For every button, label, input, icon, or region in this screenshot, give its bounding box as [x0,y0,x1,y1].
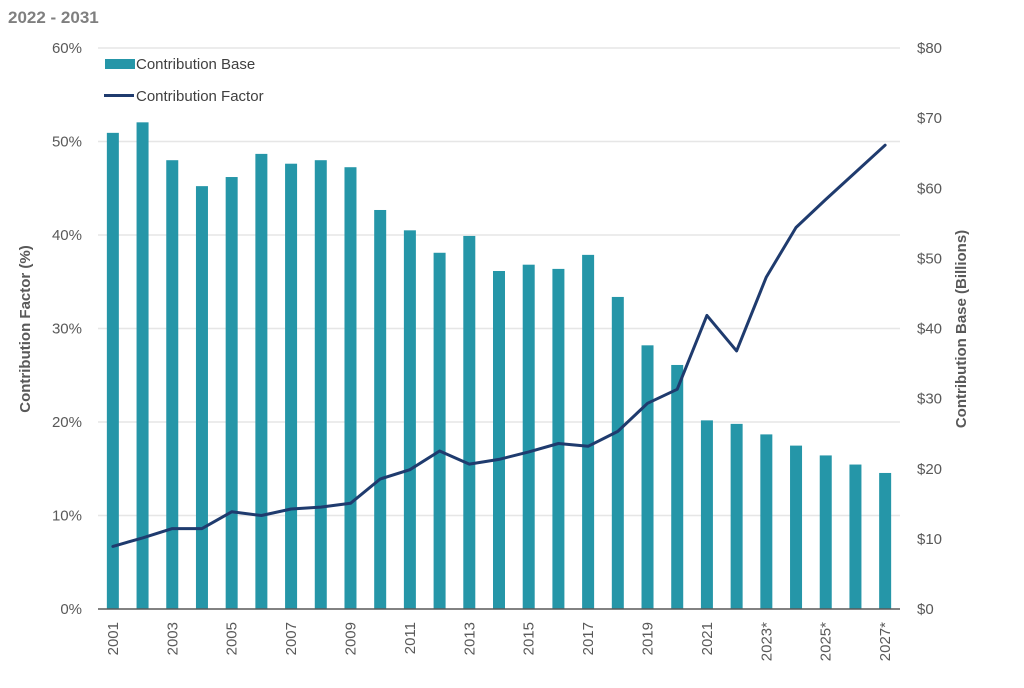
right-tick-label: $0 [917,601,934,618]
bar-2003 [166,160,179,609]
x-tick-label: 2009 [342,622,359,655]
line-series-contribution-factor [111,143,887,548]
x-tick-label: 2001 [105,622,122,655]
bar-2019 [641,345,654,609]
x-tick-label: 2019 [640,622,657,655]
left-tick-label: 30% [52,321,82,338]
bar-2023* [760,434,773,609]
bar-2014 [493,270,505,609]
right-tick-label: $50 [917,250,942,267]
bar-2004 [195,186,208,610]
bar-2017 [582,254,595,609]
left-tick-label: 20% [52,414,82,431]
bar-2025* [819,455,832,609]
bar-2016 [552,268,565,609]
bar-series-contribution-base [106,122,892,610]
left-tick-label: 60% [52,40,82,57]
left-tick-label: 10% [52,508,82,525]
bar-2015 [522,264,535,609]
right-tick-label: $10 [917,531,942,548]
chart-subtitle: 2022 - 2031 [8,8,99,27]
left-tick-label: 50% [52,134,82,151]
bar-2018 [611,296,624,609]
bar-2022 [730,423,743,609]
x-tick-label: 2025* [818,622,835,661]
right-tick-label: $20 [917,461,942,478]
legend-item-contribution-base: Contribution Base [105,56,255,73]
x-tick-label: 2003 [164,622,181,655]
bar-2013 [463,235,476,609]
right-tick-label: $40 [917,321,942,338]
x-tick-label: 2021 [699,622,716,655]
right-tick-label: $80 [917,40,942,57]
left-axis-ticks: 0% 10% 20% 30% 40% 50% 60% [52,40,82,618]
x-tick-label: 2027* [877,622,894,661]
bar-2012 [433,252,446,609]
bar-2010 [374,209,387,609]
x-tick-label: 2015 [521,622,538,655]
legend-label: Contribution Factor [136,88,264,105]
right-tick-label: $70 [917,110,942,127]
bar-2006 [255,153,268,610]
bar-2026 [849,464,862,609]
left-axis-title: Contribution Factor (%) [17,245,34,412]
x-tick-label: 2023* [758,622,775,661]
x-axis-ticks: 2001 2003 2005 2007 2009 2011 2013 2015 2017 2019… [105,622,894,661]
legend-item-contribution-factor: Contribution Factor [104,88,264,105]
legend-label: Contribution Base [136,56,255,73]
legend-swatch-bar [105,59,135,69]
x-tick-label: 2011 [402,622,419,654]
legend: Contribution Base Contribution Factor [104,56,264,105]
bar-2008 [314,160,327,609]
x-tick-label: 2005 [224,622,241,655]
right-tick-label: $60 [917,180,942,197]
bar-2024 [790,445,803,609]
bar-2002 [136,122,149,610]
x-tick-label: 2013 [461,622,478,655]
left-tick-label: 0% [60,601,82,618]
bar-2001 [106,132,119,609]
x-tick-label: 2007 [283,622,300,655]
bar-2007 [285,163,298,610]
right-tick-label: $30 [917,391,942,408]
right-axis-title: Contribution Base (Billions) [953,230,970,428]
right-axis-ticks: $0 $10 $20 $30 $40 $50 $60 $70 $80 [917,40,942,618]
bar-2005 [225,177,238,609]
bar-2020 [671,364,684,609]
x-tick-label: 2017 [580,622,597,655]
bar-2027* [879,472,892,609]
left-tick-label: 40% [52,227,82,244]
bar-2021 [700,420,713,609]
bar-2011 [403,230,416,609]
bar-2009 [344,167,357,609]
